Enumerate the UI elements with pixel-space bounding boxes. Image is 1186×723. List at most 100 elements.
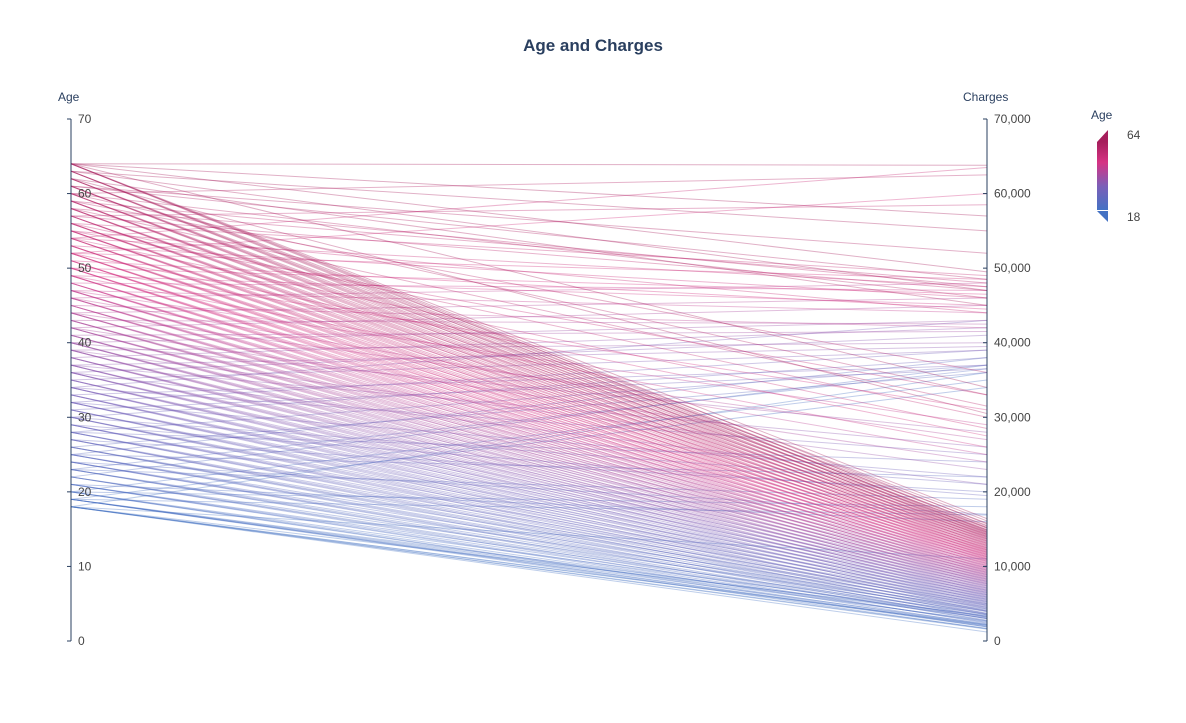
data-line — [70, 454, 988, 615]
axis-age-label: Age — [58, 90, 80, 104]
data-line — [70, 364, 988, 589]
data-line — [70, 364, 988, 448]
data-line — [70, 424, 988, 598]
data-line — [70, 394, 988, 589]
data-line — [70, 372, 988, 485]
data-line — [70, 409, 988, 599]
data-line — [70, 222, 988, 543]
data-line — [70, 193, 988, 538]
data-line — [70, 349, 988, 381]
data-line — [70, 230, 988, 314]
data-line — [70, 349, 988, 581]
data-line — [70, 439, 988, 608]
data-line — [70, 461, 988, 617]
colorbar-max-arrow-icon[interactable] — [1097, 130, 1108, 142]
data-line — [70, 394, 988, 598]
data-line — [70, 498, 988, 619]
tick-label: 0 — [78, 634, 85, 648]
data-line — [70, 163, 988, 520]
data-line — [70, 178, 988, 529]
data-line — [70, 170, 988, 232]
data-line — [70, 178, 988, 415]
data-line — [70, 222, 988, 547]
data-line — [70, 409, 988, 606]
data-line — [70, 304, 988, 329]
data-line — [70, 245, 988, 299]
data-line — [70, 349, 988, 403]
tick-label: 60 — [78, 187, 92, 201]
data-line — [70, 312, 988, 573]
data-line — [70, 439, 988, 602]
data-line — [70, 416, 988, 485]
data-line — [70, 431, 988, 605]
data-line — [70, 431, 988, 600]
data-line — [70, 372, 988, 448]
data-line — [70, 267, 988, 560]
data-line — [70, 252, 988, 280]
data-line — [70, 297, 988, 314]
data-line — [70, 230, 988, 396]
data-line — [70, 275, 988, 448]
data-line — [70, 166, 988, 239]
data-line — [70, 386, 988, 592]
data-line — [70, 178, 988, 537]
data-line — [70, 260, 988, 554]
colorbar-min-arrow-icon[interactable] — [1097, 211, 1108, 222]
data-line — [70, 267, 988, 411]
data-line — [70, 178, 988, 524]
data-line — [70, 468, 988, 500]
data-line — [70, 439, 988, 493]
data-line — [70, 386, 988, 599]
data-line — [70, 379, 988, 597]
axis-charges-ticks: 0 10,000 20,000 30,000 40,000 50,000 60,000 70,… — [983, 112, 1031, 648]
data-line — [70, 506, 988, 629]
data-line — [70, 193, 988, 534]
data-line — [70, 237, 988, 429]
data-line — [70, 237, 988, 288]
data-line — [70, 185, 988, 539]
data-line — [70, 439, 988, 614]
data-line — [70, 334, 988, 576]
data-line — [70, 260, 988, 549]
data-line — [70, 506, 988, 560]
tick-label: 70 — [78, 112, 92, 126]
data-line — [70, 275, 988, 562]
data-line — [70, 372, 988, 508]
data-line — [70, 208, 988, 407]
data-line — [70, 334, 988, 584]
data-line — [70, 386, 988, 596]
data-line — [70, 185, 988, 535]
data-line — [70, 327, 988, 582]
data-line — [70, 357, 988, 456]
data-line — [70, 304, 988, 571]
data-line — [70, 193, 988, 254]
tick-label: 20,000 — [994, 485, 1031, 499]
data-line — [70, 379, 988, 590]
data-line — [70, 446, 988, 613]
data-line — [70, 446, 988, 616]
tick-label: 40,000 — [994, 336, 1031, 350]
data-line — [70, 334, 988, 374]
data-line — [70, 297, 988, 573]
data-line — [70, 506, 988, 626]
data-line — [70, 483, 988, 626]
tick-label: 0 — [994, 634, 1001, 648]
data-line — [70, 327, 988, 569]
data-line — [70, 401, 988, 591]
data-line — [70, 368, 988, 411]
data-line — [70, 409, 988, 594]
data-line — [70, 461, 988, 614]
data-line — [70, 290, 988, 570]
data-line — [70, 431, 988, 463]
axis-age[interactable]: Age 0 10 20 30 40 50 60 70 — [58, 90, 92, 648]
data-line — [70, 275, 988, 558]
data-line — [70, 476, 988, 618]
data-line — [70, 245, 988, 544]
data-line — [70, 200, 988, 536]
data-line — [70, 267, 988, 556]
axis-charges[interactable]: Charges 0 10,000 20,000 30,000 40,000 50,000 6… — [963, 90, 1031, 648]
data-line — [70, 275, 988, 566]
colorbar-gradient — [1097, 142, 1108, 210]
data-line — [70, 222, 988, 550]
data-line — [70, 506, 988, 630]
